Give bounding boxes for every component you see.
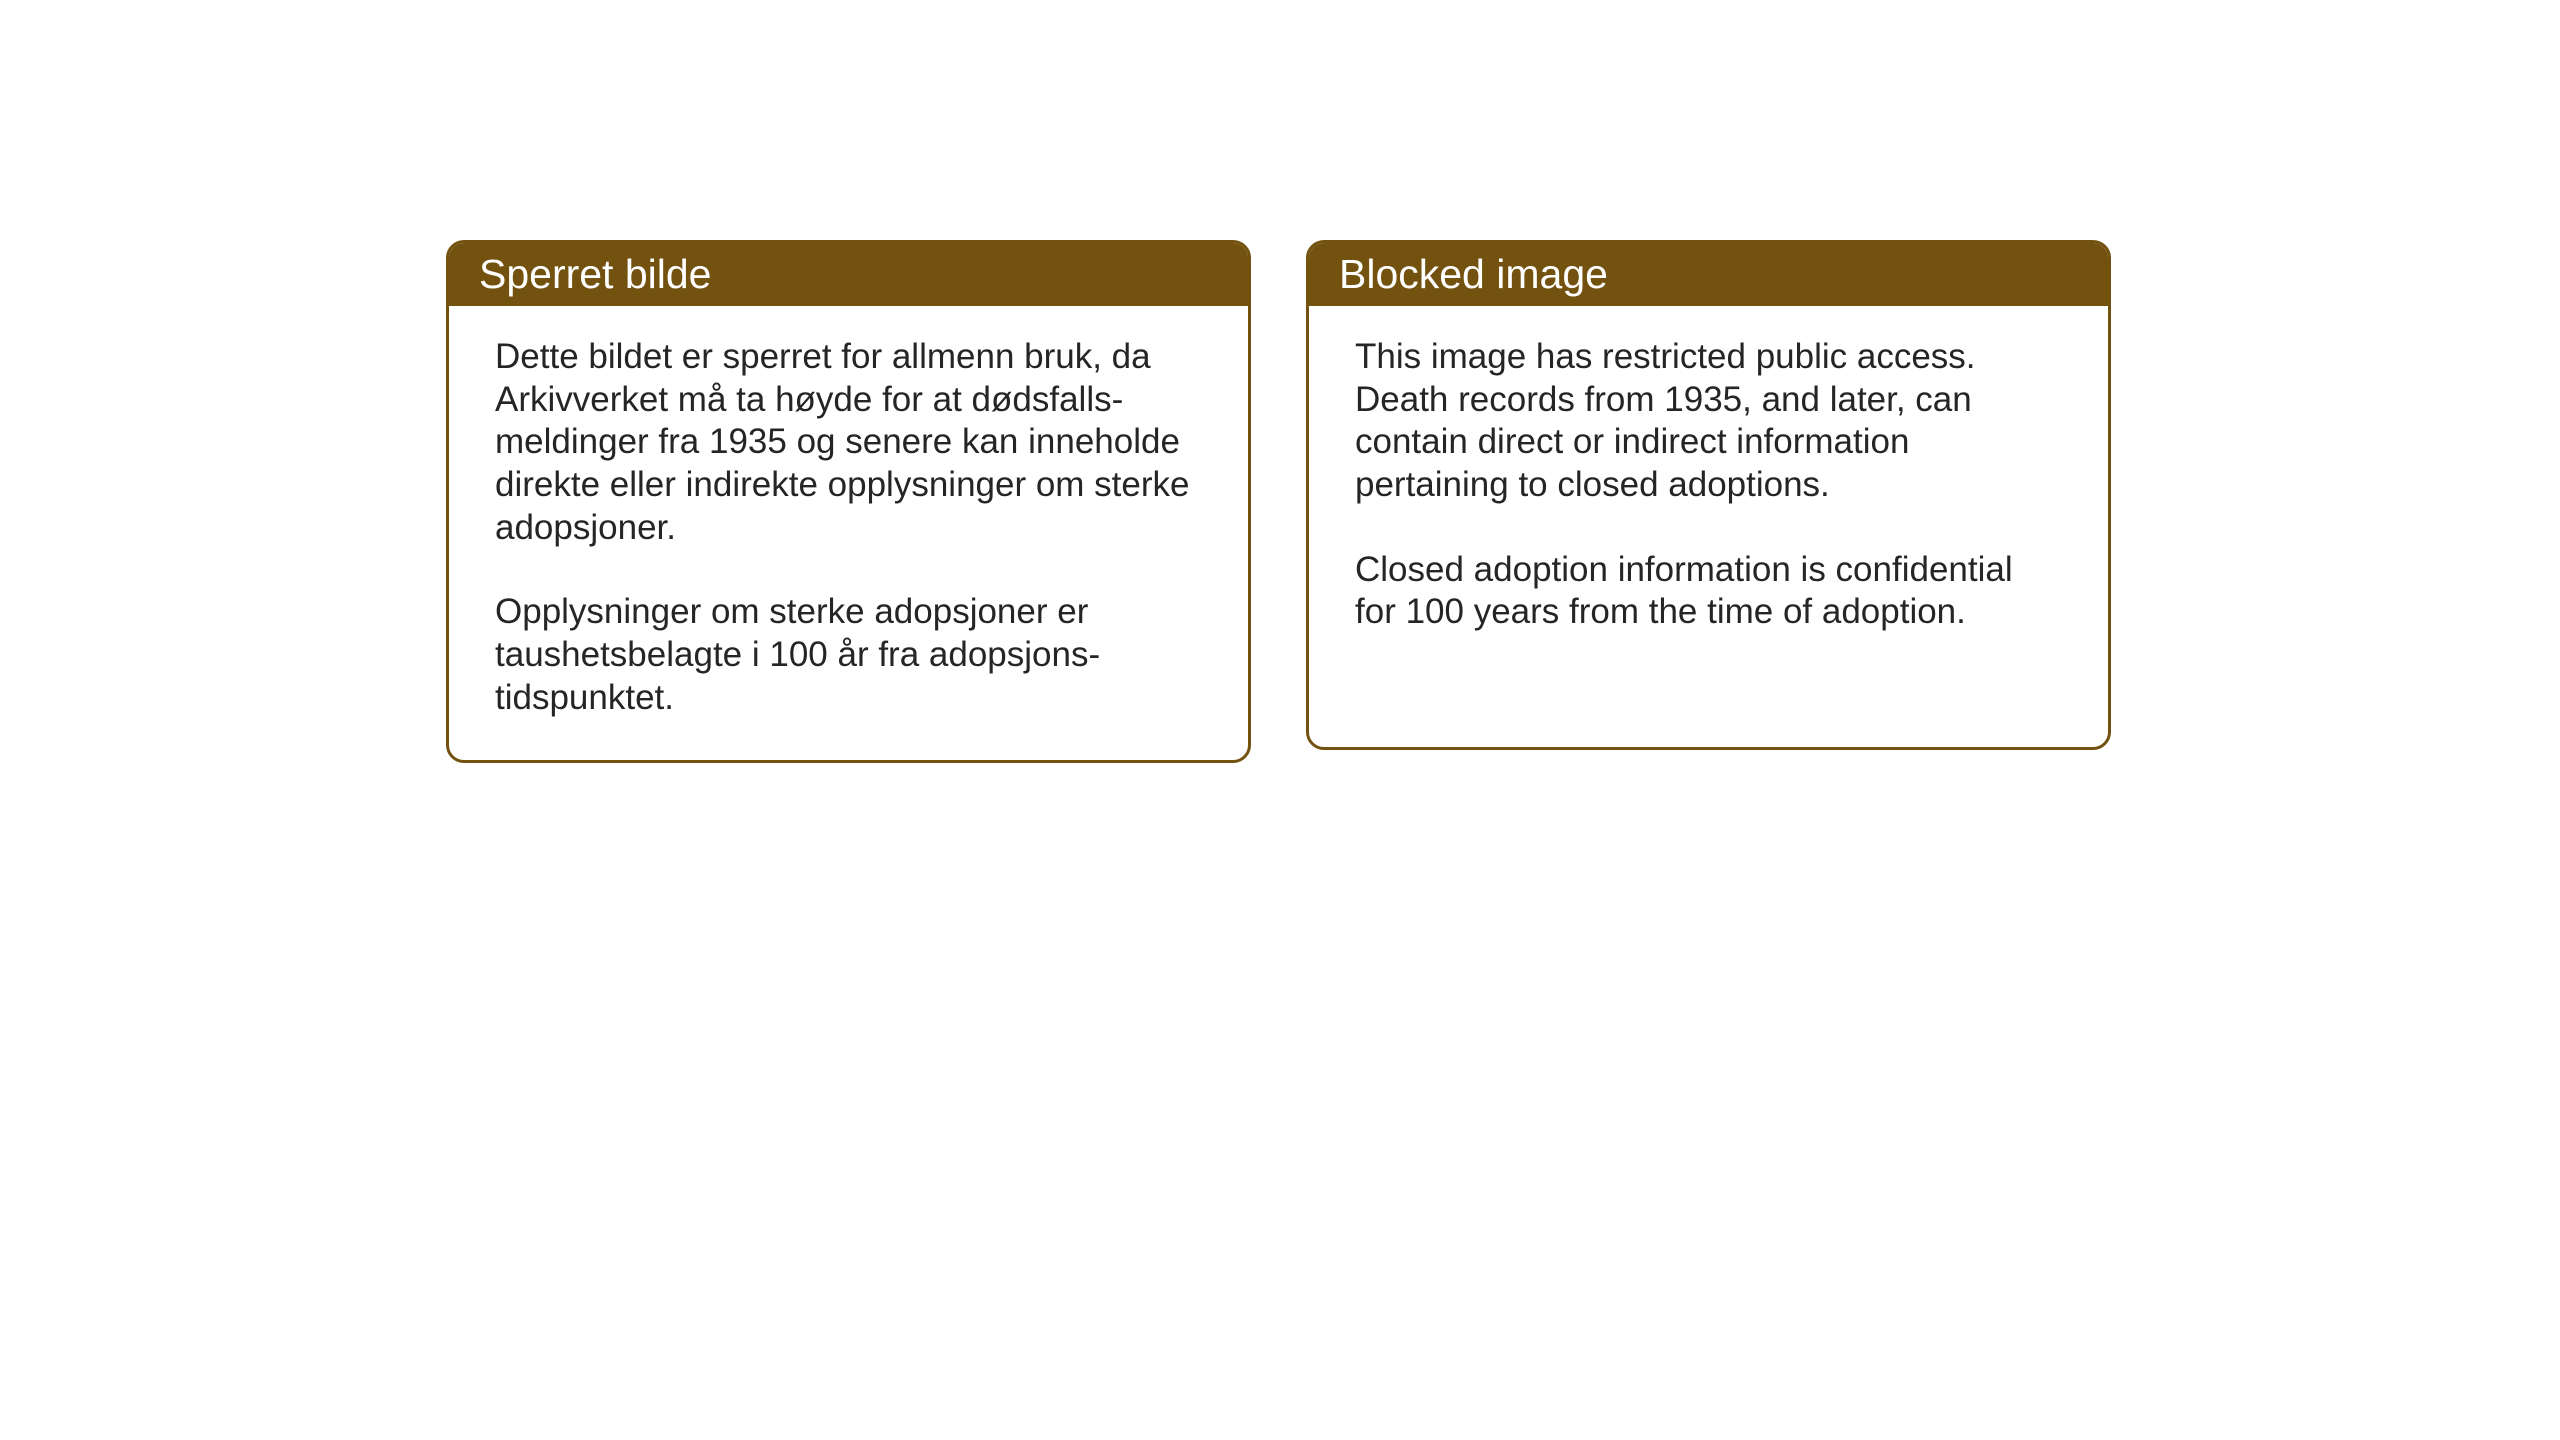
- notice-box-norwegian: Sperret bilde Dette bildet er sperret fo…: [446, 240, 1251, 763]
- notice-paragraph-2-norwegian: Opplysninger om sterke adopsjoner er tau…: [495, 591, 1202, 719]
- notice-header-norwegian: Sperret bilde: [449, 243, 1248, 306]
- notice-header-english: Blocked image: [1309, 243, 2108, 306]
- notice-paragraph-1-english: This image has restricted public access.…: [1355, 336, 2062, 507]
- notice-paragraph-1-norwegian: Dette bildet er sperret for allmenn bruk…: [495, 336, 1202, 549]
- notice-body-english: This image has restricted public access.…: [1309, 306, 2108, 674]
- notice-container: Sperret bilde Dette bildet er sperret fo…: [446, 240, 2111, 763]
- notice-body-norwegian: Dette bildet er sperret for allmenn bruk…: [449, 306, 1248, 760]
- notice-paragraph-2-english: Closed adoption information is confident…: [1355, 549, 2062, 634]
- notice-box-english: Blocked image This image has restricted …: [1306, 240, 2111, 750]
